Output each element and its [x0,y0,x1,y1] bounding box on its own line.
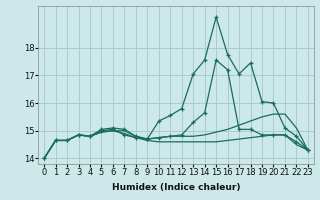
X-axis label: Humidex (Indice chaleur): Humidex (Indice chaleur) [112,183,240,192]
